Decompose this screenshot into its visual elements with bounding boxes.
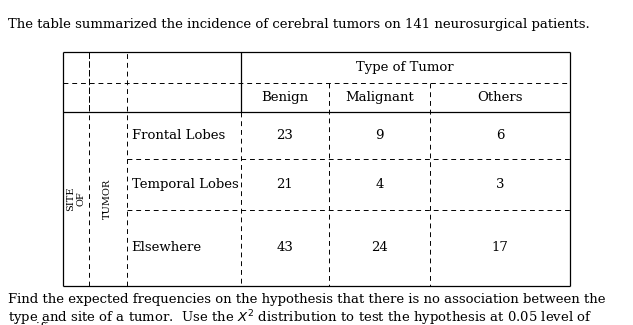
Text: 9: 9 [375,129,384,142]
Text: The table summarized the incidence of cerebral tumors on 141 neurosurgical patie: The table summarized the incidence of ce… [8,18,590,31]
Text: 17: 17 [492,241,508,254]
Text: type and site of a tumor.  Use the $\mathit{X}^2$ distribution to test the hypot: type and site of a tumor. Use the $\math… [8,308,592,325]
Text: 43: 43 [277,241,293,254]
Text: 21: 21 [277,178,293,191]
Text: SITE
OF: SITE OF [66,187,85,211]
Text: Others: Others [477,91,523,104]
Text: Type of Tumor: Type of Tumor [356,61,454,74]
Text: 6: 6 [496,129,505,142]
Text: Find the expected frequencies on the hypothesis that there is no association bet: Find the expected frequencies on the hyp… [8,293,606,306]
Text: 23: 23 [277,129,293,142]
Text: significance.: significance. [8,322,92,325]
Text: 3: 3 [496,178,505,191]
Text: Malignant: Malignant [346,91,414,104]
Text: Frontal Lobes: Frontal Lobes [132,129,225,142]
Text: TUMOR: TUMOR [103,179,112,219]
Text: Elsewhere: Elsewhere [132,241,202,254]
Text: 24: 24 [372,241,388,254]
Text: Temporal Lobes: Temporal Lobes [132,178,239,191]
Text: 4: 4 [375,178,384,191]
Text: Benign: Benign [261,91,308,104]
